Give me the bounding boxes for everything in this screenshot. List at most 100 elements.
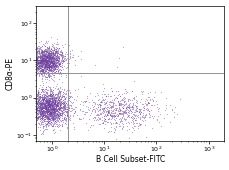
Point xyxy=(109,106,113,108)
Point xyxy=(44,62,48,65)
Point xyxy=(43,101,47,104)
Point xyxy=(43,61,47,63)
Point xyxy=(37,74,41,77)
Point xyxy=(52,53,56,56)
Point xyxy=(48,58,52,61)
Point xyxy=(49,109,52,112)
Point xyxy=(50,90,53,93)
Point xyxy=(60,101,64,104)
Point xyxy=(45,102,49,105)
Point xyxy=(105,109,109,112)
Point xyxy=(49,112,52,115)
Point xyxy=(41,100,45,102)
Point xyxy=(38,109,41,112)
Point xyxy=(93,115,96,118)
Point xyxy=(68,101,72,104)
Point xyxy=(38,128,42,131)
Point xyxy=(54,103,57,106)
Point xyxy=(58,62,62,65)
Point xyxy=(48,104,52,106)
Point xyxy=(47,106,51,108)
Point xyxy=(63,55,67,58)
Point xyxy=(41,53,45,56)
Point xyxy=(39,91,43,94)
Point xyxy=(50,56,53,59)
Point xyxy=(41,114,45,116)
Point xyxy=(46,109,50,112)
Point xyxy=(50,114,53,116)
Point xyxy=(58,99,62,102)
Point xyxy=(55,62,59,64)
Point xyxy=(38,52,42,55)
Point xyxy=(42,92,46,95)
Point xyxy=(51,65,54,68)
Point xyxy=(69,104,73,107)
Point xyxy=(51,123,55,126)
Point xyxy=(65,53,69,56)
Point xyxy=(108,94,112,97)
Point xyxy=(52,68,56,70)
Point xyxy=(147,116,150,118)
Point xyxy=(50,100,54,103)
Point xyxy=(35,70,39,72)
Point xyxy=(36,108,40,111)
Point xyxy=(44,103,48,106)
Point xyxy=(38,108,42,110)
Point xyxy=(37,100,41,103)
Point xyxy=(56,98,60,101)
Point xyxy=(53,71,57,74)
Point xyxy=(128,101,132,104)
Point xyxy=(103,117,106,120)
Point xyxy=(58,101,61,103)
Point xyxy=(48,94,52,97)
Point xyxy=(43,65,46,68)
Point xyxy=(52,57,56,60)
Point xyxy=(137,109,141,112)
Point xyxy=(48,73,52,76)
Point xyxy=(53,94,56,97)
Point xyxy=(62,113,65,116)
Point xyxy=(61,103,65,106)
Point xyxy=(42,91,45,94)
Point xyxy=(36,50,40,53)
Point xyxy=(68,100,72,102)
Point xyxy=(43,50,46,53)
Point xyxy=(45,109,49,112)
Point xyxy=(38,60,42,63)
Point xyxy=(47,57,50,60)
Point xyxy=(120,107,124,110)
Point xyxy=(49,104,53,107)
Point xyxy=(58,112,62,114)
Point xyxy=(49,93,53,96)
Point xyxy=(144,114,147,116)
Point xyxy=(40,105,44,108)
Point xyxy=(117,112,120,114)
Point xyxy=(49,59,52,62)
Point xyxy=(47,109,50,111)
Point xyxy=(49,69,53,72)
Point xyxy=(35,109,39,112)
Point xyxy=(36,97,40,99)
Point xyxy=(105,113,109,116)
Point xyxy=(49,104,53,107)
Point xyxy=(74,106,77,109)
Point xyxy=(44,58,48,61)
Point xyxy=(51,106,55,109)
Point xyxy=(48,112,52,115)
Point xyxy=(51,99,55,102)
Point xyxy=(105,100,109,103)
Point xyxy=(45,50,48,52)
Point xyxy=(139,98,142,100)
Point xyxy=(58,104,62,107)
Point xyxy=(61,54,65,56)
Point xyxy=(71,56,75,58)
Point xyxy=(46,116,49,119)
Point xyxy=(50,117,54,119)
Point xyxy=(122,117,126,120)
Point xyxy=(82,111,86,113)
Point xyxy=(43,68,46,71)
Point xyxy=(51,52,55,54)
Point xyxy=(44,50,48,53)
Point xyxy=(49,65,53,68)
Point xyxy=(44,126,48,128)
